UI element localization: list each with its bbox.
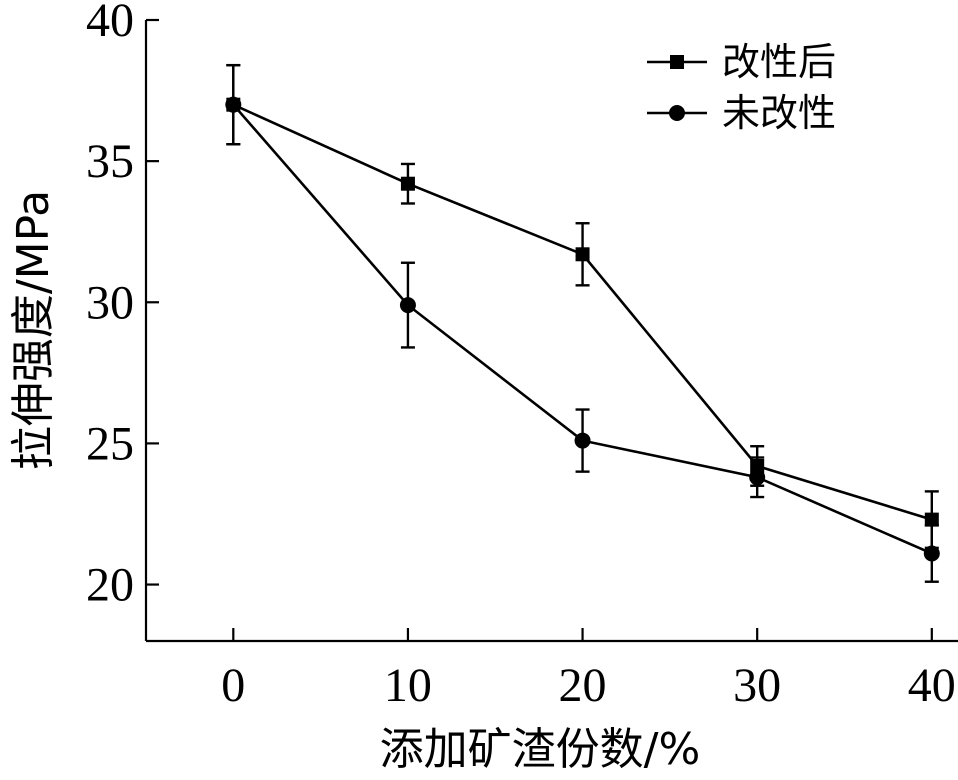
y-tick-label: 20 <box>86 559 134 612</box>
x-tick-label: 40 <box>908 659 956 712</box>
x-tick-label: 0 <box>221 659 245 712</box>
series-2 <box>225 63 940 583</box>
data-point-circle <box>923 545 940 562</box>
data-point-circle <box>749 469 766 486</box>
y-tick-label: 35 <box>86 135 134 188</box>
x-ticks: 0 10 20 30 40 <box>221 628 956 712</box>
data-point-circle <box>225 96 242 113</box>
x-axis-title: 添加矿渣份数/% <box>380 724 701 775</box>
data-point-square <box>575 247 590 262</box>
y-tick-label: 30 <box>86 276 134 329</box>
data-point-circle <box>399 297 416 314</box>
x-tick-label: 30 <box>733 659 781 712</box>
axes <box>144 20 958 643</box>
legend-label: 改性后 <box>722 40 836 84</box>
data-point-circle <box>574 432 591 449</box>
series-1 <box>226 63 939 550</box>
y-tick-label: 25 <box>86 417 134 470</box>
legend-marker-circle <box>669 105 685 121</box>
series-group <box>225 63 940 583</box>
x-tick-label: 20 <box>559 659 607 712</box>
legend-item: 未改性 <box>647 91 836 135</box>
y-tick-label: 40 <box>86 0 134 47</box>
y-axis-title: 拉伸强度/MPa <box>8 190 59 470</box>
x-tick-label: 10 <box>384 659 432 712</box>
data-point-square <box>924 512 939 527</box>
legend-marker-square <box>670 55 684 69</box>
legend-item: 改性后 <box>647 40 836 84</box>
data-point-square <box>400 176 415 191</box>
y-ticks: 20 25 30 35 40 <box>86 0 159 612</box>
legend-label: 未改性 <box>722 91 836 135</box>
